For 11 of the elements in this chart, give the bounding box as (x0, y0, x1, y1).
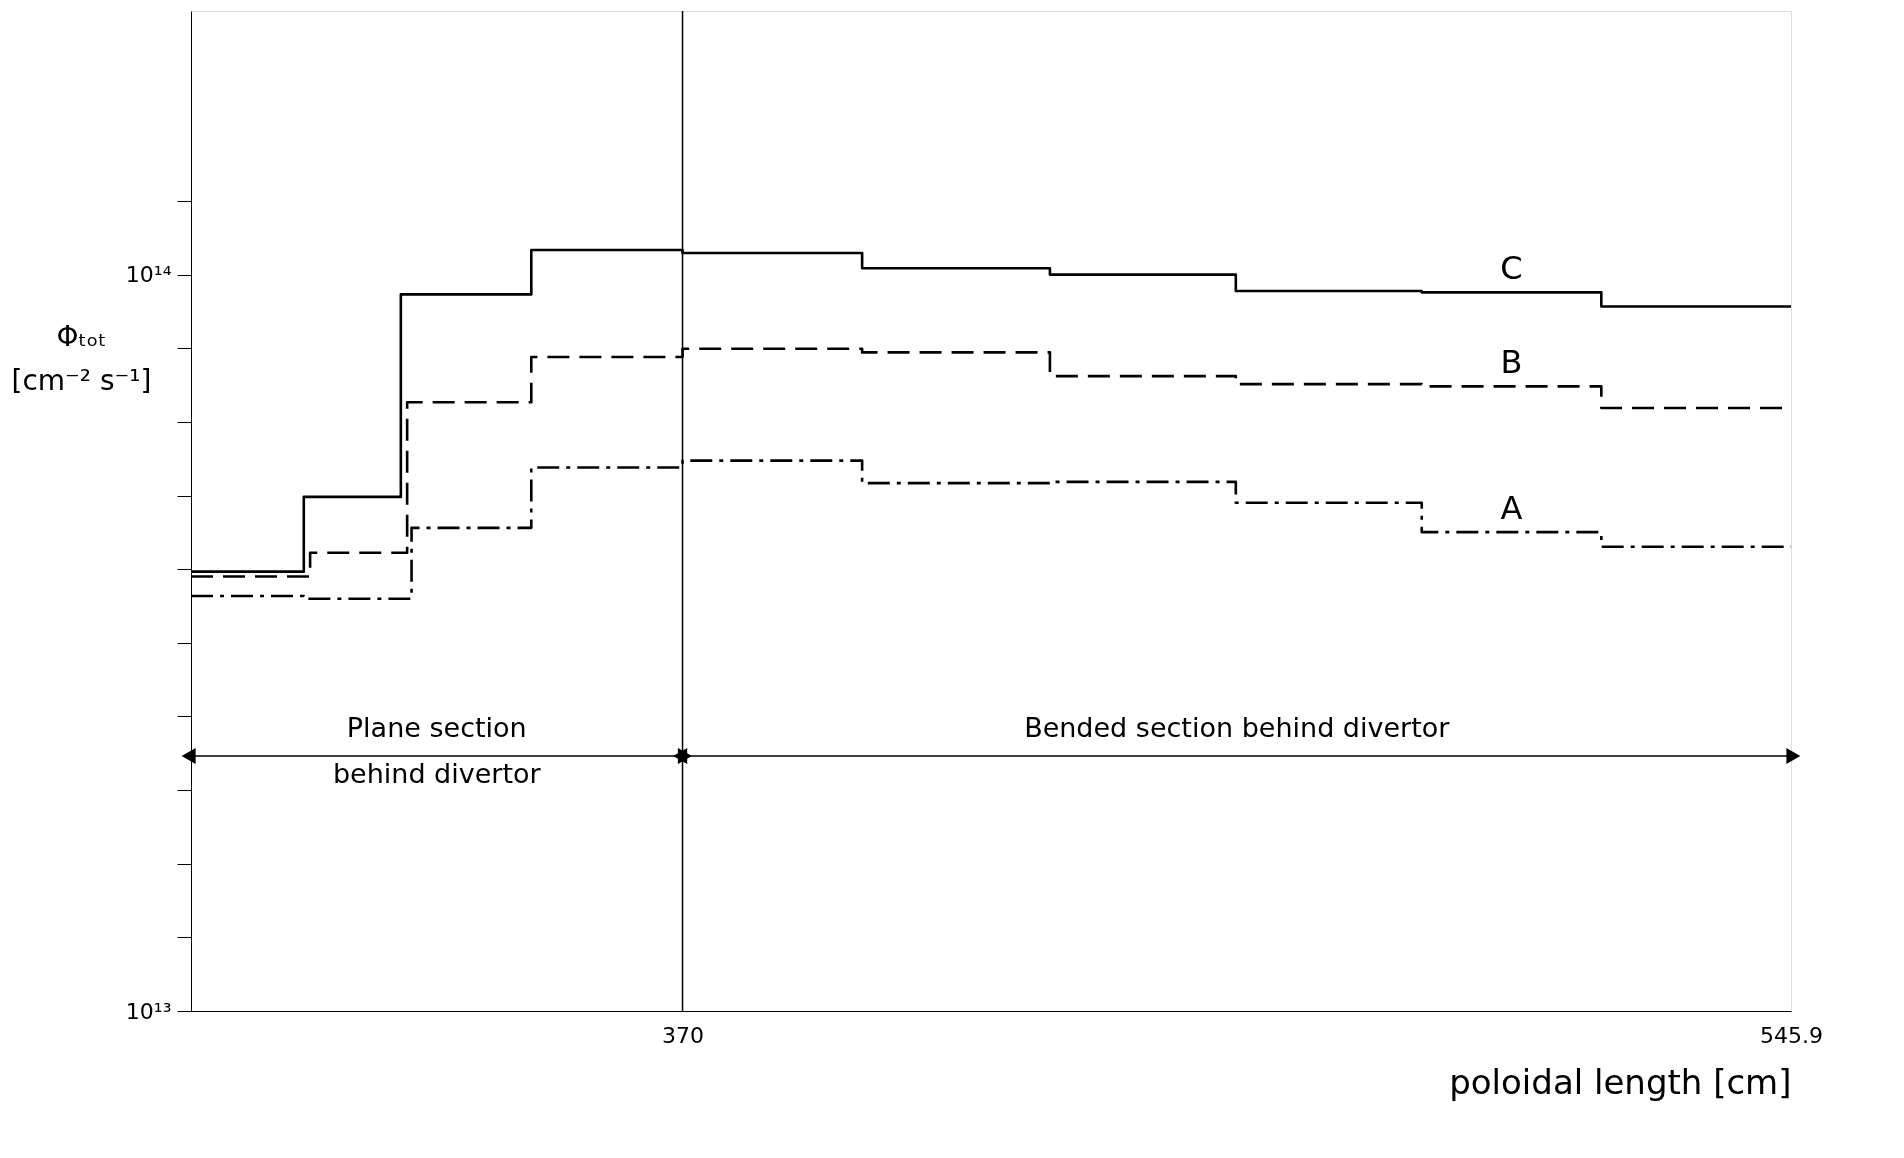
y-tick-label: 10¹³ (125, 998, 172, 1024)
y-axis-title: Φₜₒₜ [cm⁻² s⁻¹] (11, 319, 152, 397)
series-label: B (1500, 343, 1523, 382)
y-tick-label: 10¹⁴ (125, 262, 172, 288)
x-tick-label: 370 (662, 1022, 705, 1048)
annotation: Bended section behind divertor (1024, 712, 1451, 743)
x-tick-label: 545.9 (1760, 1022, 1823, 1048)
annotation: Plane section behind divertor (332, 712, 542, 789)
x-axis-title: poloidal length [cm] (1449, 1061, 1792, 1102)
series-label: A (1500, 489, 1523, 528)
series-label: C (1500, 249, 1523, 288)
